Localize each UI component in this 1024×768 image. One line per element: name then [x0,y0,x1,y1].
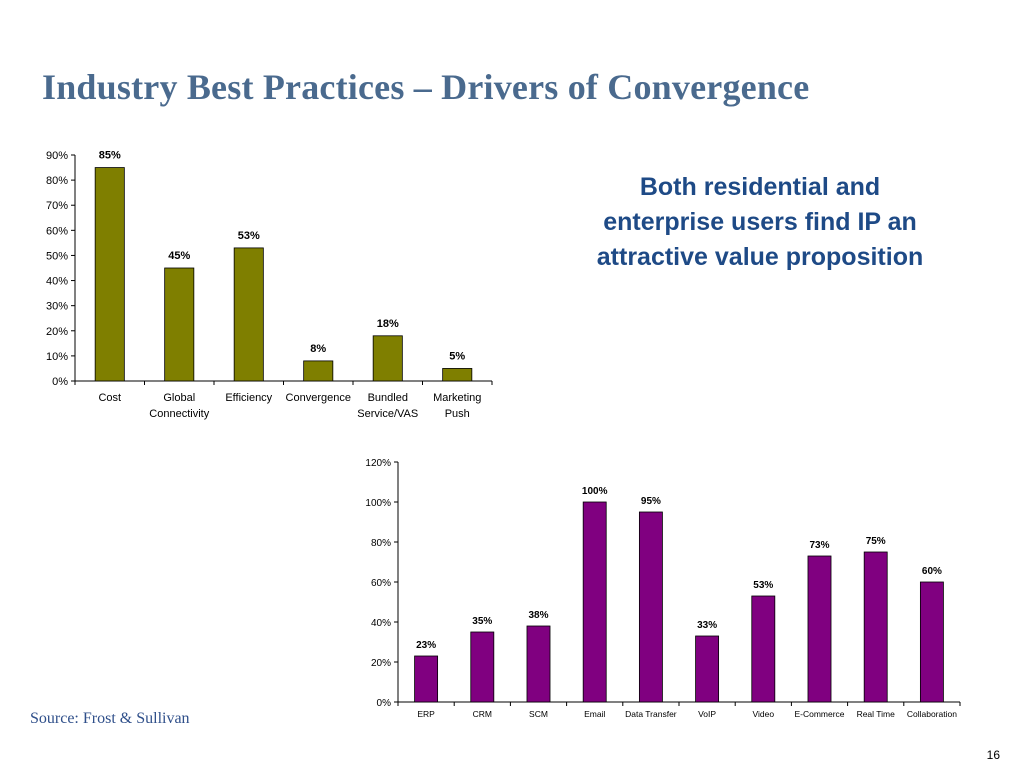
category-label: Real Time [857,709,896,719]
bar [372,335,403,382]
category-label: Bundled [368,392,408,404]
bar [164,267,195,382]
data-label: 73% [809,540,829,551]
y-tick-label: 90% [46,150,68,162]
y-tick-label: 60% [46,225,68,237]
y-tick-label: 30% [46,301,68,313]
category-label: Marketing [433,392,481,404]
bar [414,655,439,703]
bar [695,635,720,703]
data-label: 75% [866,536,886,547]
category-label: Service/VAS [357,408,418,420]
category-label: Efficiency [225,392,272,404]
bar [863,551,888,703]
data-label: 23% [416,640,436,651]
slide-title: Industry Best Practices – Drivers of Con… [42,67,810,107]
bar [807,555,832,703]
y-tick-label: 60% [371,578,391,589]
data-label: 33% [697,620,717,631]
data-label: 35% [472,616,492,627]
y-tick-label: 40% [371,618,391,629]
y-tick-label: 20% [371,658,391,669]
category-label: Push [445,408,470,420]
y-tick-label: 80% [46,175,68,187]
y-tick-label: 100% [365,498,391,509]
category-label: ERP [417,709,435,719]
bar [751,595,776,703]
category-label: SCM [529,709,548,719]
y-tick-label: 120% [365,458,391,469]
category-label: Collaboration [907,709,957,719]
bar [442,368,473,382]
bar [303,360,334,382]
bar [470,631,495,703]
category-label: Data Transfer [625,709,677,719]
data-label: 53% [238,230,260,242]
category-label: Convergence [286,392,351,404]
y-tick-label: 0% [377,698,392,709]
category-label: CRM [473,709,492,719]
category-label: Global [163,392,195,404]
data-label: 5% [449,350,465,362]
data-label: 8% [310,343,326,355]
page-number: 16 [986,748,1000,762]
callout-text: Both residential and enterprise users fi… [596,173,924,271]
data-label: 85% [99,150,121,162]
y-tick-label: 20% [46,326,68,338]
y-tick-label: 80% [371,538,391,549]
data-label: 100% [582,486,608,497]
y-tick-label: 70% [46,200,68,212]
bar [233,247,264,382]
bar [582,501,607,703]
data-label: 53% [753,580,773,591]
source-note: Source: Frost & Sullivan [30,710,190,727]
data-label: 95% [641,496,661,507]
category-label: Connectivity [149,408,209,420]
data-label: 60% [922,566,942,577]
category-label: Video [753,709,775,719]
category-label: VoIP [698,709,716,719]
y-tick-label: 40% [46,276,68,288]
bar [919,581,944,703]
bar [94,167,125,382]
category-label: Cost [98,392,121,404]
y-tick-label: 0% [52,376,68,388]
data-label: 18% [377,318,399,330]
bar [526,625,551,703]
bar [638,511,663,703]
category-label: E-Commerce [794,709,844,719]
data-label: 38% [528,610,548,621]
data-label: 45% [168,250,190,262]
category-label: Email [584,709,605,719]
y-tick-label: 50% [46,250,68,262]
y-tick-label: 10% [46,351,68,363]
